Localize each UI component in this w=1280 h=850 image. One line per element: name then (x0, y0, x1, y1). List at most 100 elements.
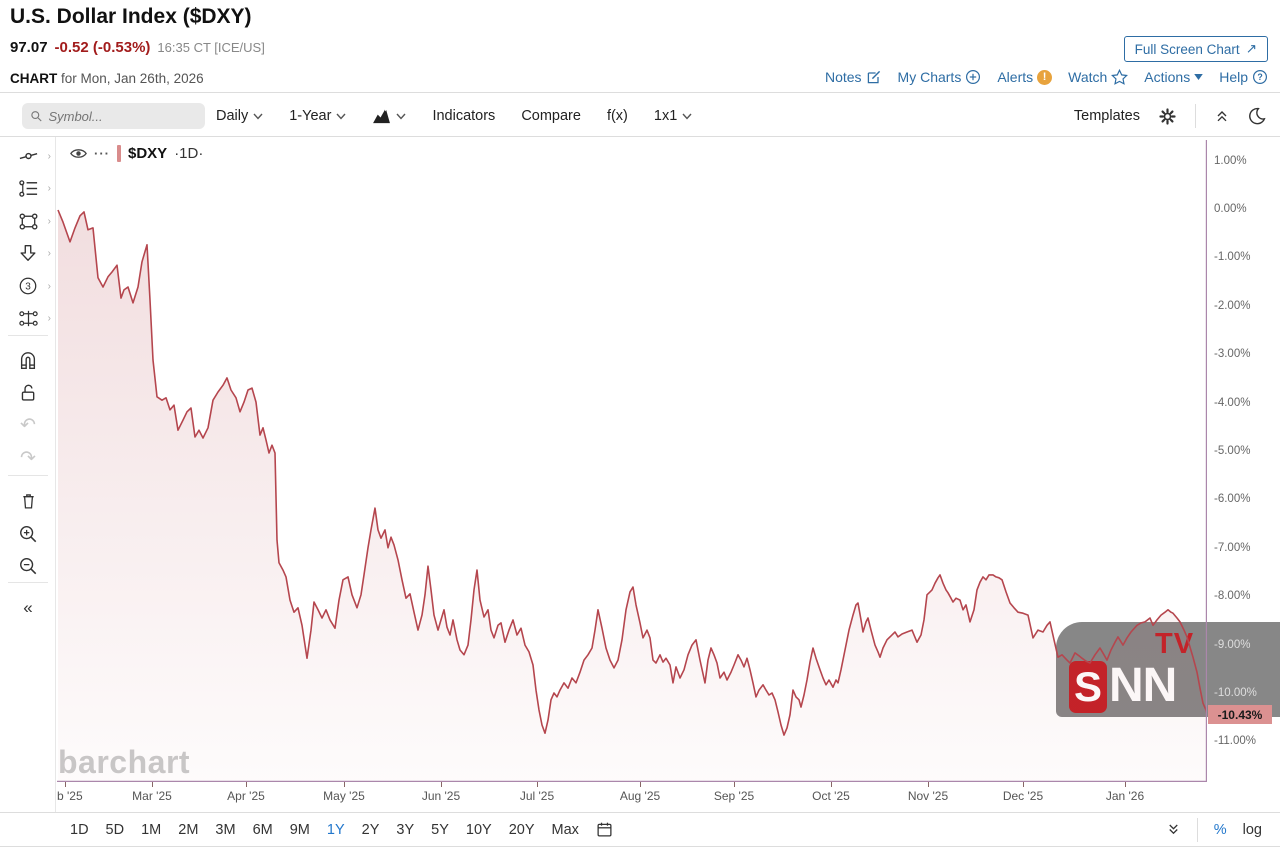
arrow-annotation-tool-button[interactable]: › (0, 238, 56, 268)
last-price-tag: -10.43% (1208, 705, 1272, 724)
double-chevron-down-icon[interactable] (1166, 822, 1181, 837)
collapse-toolbar-button[interactable] (1214, 108, 1230, 124)
help-icon: ? (1253, 70, 1267, 84)
range-20y-button[interactable]: 20Y (508, 821, 535, 838)
quote-time: 16:35 CT [ICE/US] (157, 40, 265, 55)
calendar-icon (597, 822, 612, 837)
page-title: U.S. Dollar Index ($DXY) (10, 5, 252, 28)
percent-scale-button[interactable]: % (1213, 821, 1227, 838)
undo-button[interactable]: ↶ (20, 414, 36, 436)
external-arrow-icon: ↗ (1245, 41, 1257, 56)
symbol-search-input[interactable] (48, 108, 197, 124)
range-2m-button[interactable]: 2M (178, 821, 199, 838)
sb-divider-4 (8, 582, 48, 583)
y-axis-label: -9.00% (1214, 638, 1251, 651)
price-chart[interactable] (57, 140, 1207, 782)
templates-button[interactable]: Templates (1073, 108, 1140, 124)
pattern-tool-button[interactable]: › (0, 303, 56, 333)
help-link[interactable]: Help? (1219, 69, 1268, 85)
y-axis-label: -8.00% (1214, 590, 1251, 603)
range-1d-button[interactable]: 1D (70, 821, 89, 838)
eye-icon[interactable] (70, 147, 87, 160)
x-axis-tick (1023, 782, 1024, 787)
chevron-down-icon (336, 113, 346, 120)
range-1m-button[interactable]: 1M (141, 821, 162, 838)
x-axis-label: Nov '25 (907, 789, 949, 803)
x-axis-label: Apr '25 (227, 789, 265, 803)
actions-link[interactable]: Actions (1144, 69, 1203, 85)
chevron-right-icon[interactable]: › (47, 247, 51, 259)
delete-drawings-button[interactable] (0, 486, 56, 516)
series-menu-dots[interactable]: ··· (94, 146, 110, 161)
sb-divider-2 (8, 335, 48, 336)
area-chart-icon (373, 108, 391, 123)
last-price: 97.07 (10, 39, 48, 56)
series-symbol: $DXY (128, 145, 168, 162)
fx-button[interactable]: f(x) (606, 108, 628, 124)
log-scale-button[interactable]: log (1242, 821, 1262, 838)
redo-button[interactable]: ↷ (20, 447, 36, 469)
trendline-tool-button[interactable]: › (0, 141, 56, 171)
time-range-bar: 1D 5D 1M 2M 3M 6M 9M 1Y 2Y 3Y 5Y 10Y 20Y Max % log (0, 813, 1280, 846)
header-divider (0, 92, 1280, 93)
range-1y-button[interactable]: 1Y (326, 821, 345, 838)
x-axis-tick (734, 782, 735, 787)
watch-link[interactable]: Watch (1068, 69, 1129, 85)
range-buttons: 1D 5D 1M 2M 3M 6M 9M 1Y 2Y 3Y 5Y 10Y 20Y Max (70, 813, 613, 846)
alerts-link[interactable]: Alerts! (997, 69, 1053, 85)
range-dropdown[interactable]: 1-Year (289, 108, 346, 124)
dark-mode-toggle[interactable] (1248, 107, 1266, 125)
chart-type-dropdown[interactable] (372, 108, 406, 124)
moon-icon (1249, 107, 1266, 125)
grid-layout-dropdown[interactable]: 1x1 (654, 108, 692, 124)
shape-tool-button[interactable]: › (0, 206, 56, 236)
toolbar-divider-line (0, 136, 1280, 137)
unlock-drawings-button[interactable] (0, 378, 56, 408)
my-charts-link[interactable]: My Charts (898, 69, 982, 85)
x-axis-tick (831, 782, 832, 787)
range-max-button[interactable]: Max (551, 821, 579, 838)
x-axis-tick (537, 782, 538, 787)
range-10y-button[interactable]: 10Y (465, 821, 492, 838)
range-3y-button[interactable]: 3Y (396, 821, 415, 838)
range-9m-button[interactable]: 9M (289, 821, 310, 838)
chevron-right-icon[interactable]: › (47, 182, 51, 194)
x-axis-label: Jul '25 (519, 789, 555, 803)
series-color-chip (117, 145, 121, 162)
zoom-in-button[interactable] (0, 519, 56, 549)
notes-link[interactable]: Notes (825, 69, 882, 85)
range-3m-button[interactable]: 3M (215, 821, 236, 838)
chevron-right-icon[interactable]: › (47, 150, 51, 162)
indicators-button[interactable]: Indicators (432, 108, 496, 124)
range-5d-button[interactable]: 5D (105, 821, 125, 838)
full-screen-chart-button[interactable]: Full Screen Chart ↗ (1123, 36, 1268, 62)
settings-button[interactable] (1158, 107, 1177, 126)
chart-toolbar-left: Daily 1-Year Indicators Compare f(x) 1x1 (216, 100, 692, 132)
zoom-out-icon (20, 558, 37, 575)
magnet-mode-button[interactable] (0, 346, 56, 376)
period-dropdown[interactable]: Daily (216, 108, 263, 124)
number-annotation-tool-button[interactable]: 3 › (0, 271, 56, 301)
chevron-right-icon[interactable]: › (47, 280, 51, 292)
range-2y-button[interactable]: 2Y (361, 821, 380, 838)
range-6m-button[interactable]: 6M (252, 821, 273, 838)
series-legend[interactable]: ··· $DXY ·1D· (70, 145, 203, 162)
range-5y-button[interactable]: 5Y (431, 821, 449, 838)
edit-note-icon (867, 70, 880, 84)
symbol-search[interactable] (22, 103, 205, 129)
chevron-down-icon (253, 113, 263, 120)
collapse-sidebar-button[interactable]: « (23, 598, 33, 617)
search-icon (31, 111, 42, 122)
fibonacci-tool-button[interactable]: › (0, 173, 56, 203)
compare-button[interactable]: Compare (521, 108, 581, 124)
x-axis-label: Jan '26 (1105, 789, 1145, 803)
y-axis-label: -7.00% (1214, 541, 1251, 554)
custom-date-range-button[interactable] (596, 821, 613, 838)
chevron-down-icon (682, 113, 692, 120)
zoom-out-button[interactable] (0, 551, 56, 581)
unlock-drawings-icon (21, 384, 34, 401)
chevron-right-icon[interactable]: › (47, 215, 51, 227)
chevron-right-icon[interactable]: › (47, 312, 51, 324)
bottom-divider (0, 812, 1280, 813)
